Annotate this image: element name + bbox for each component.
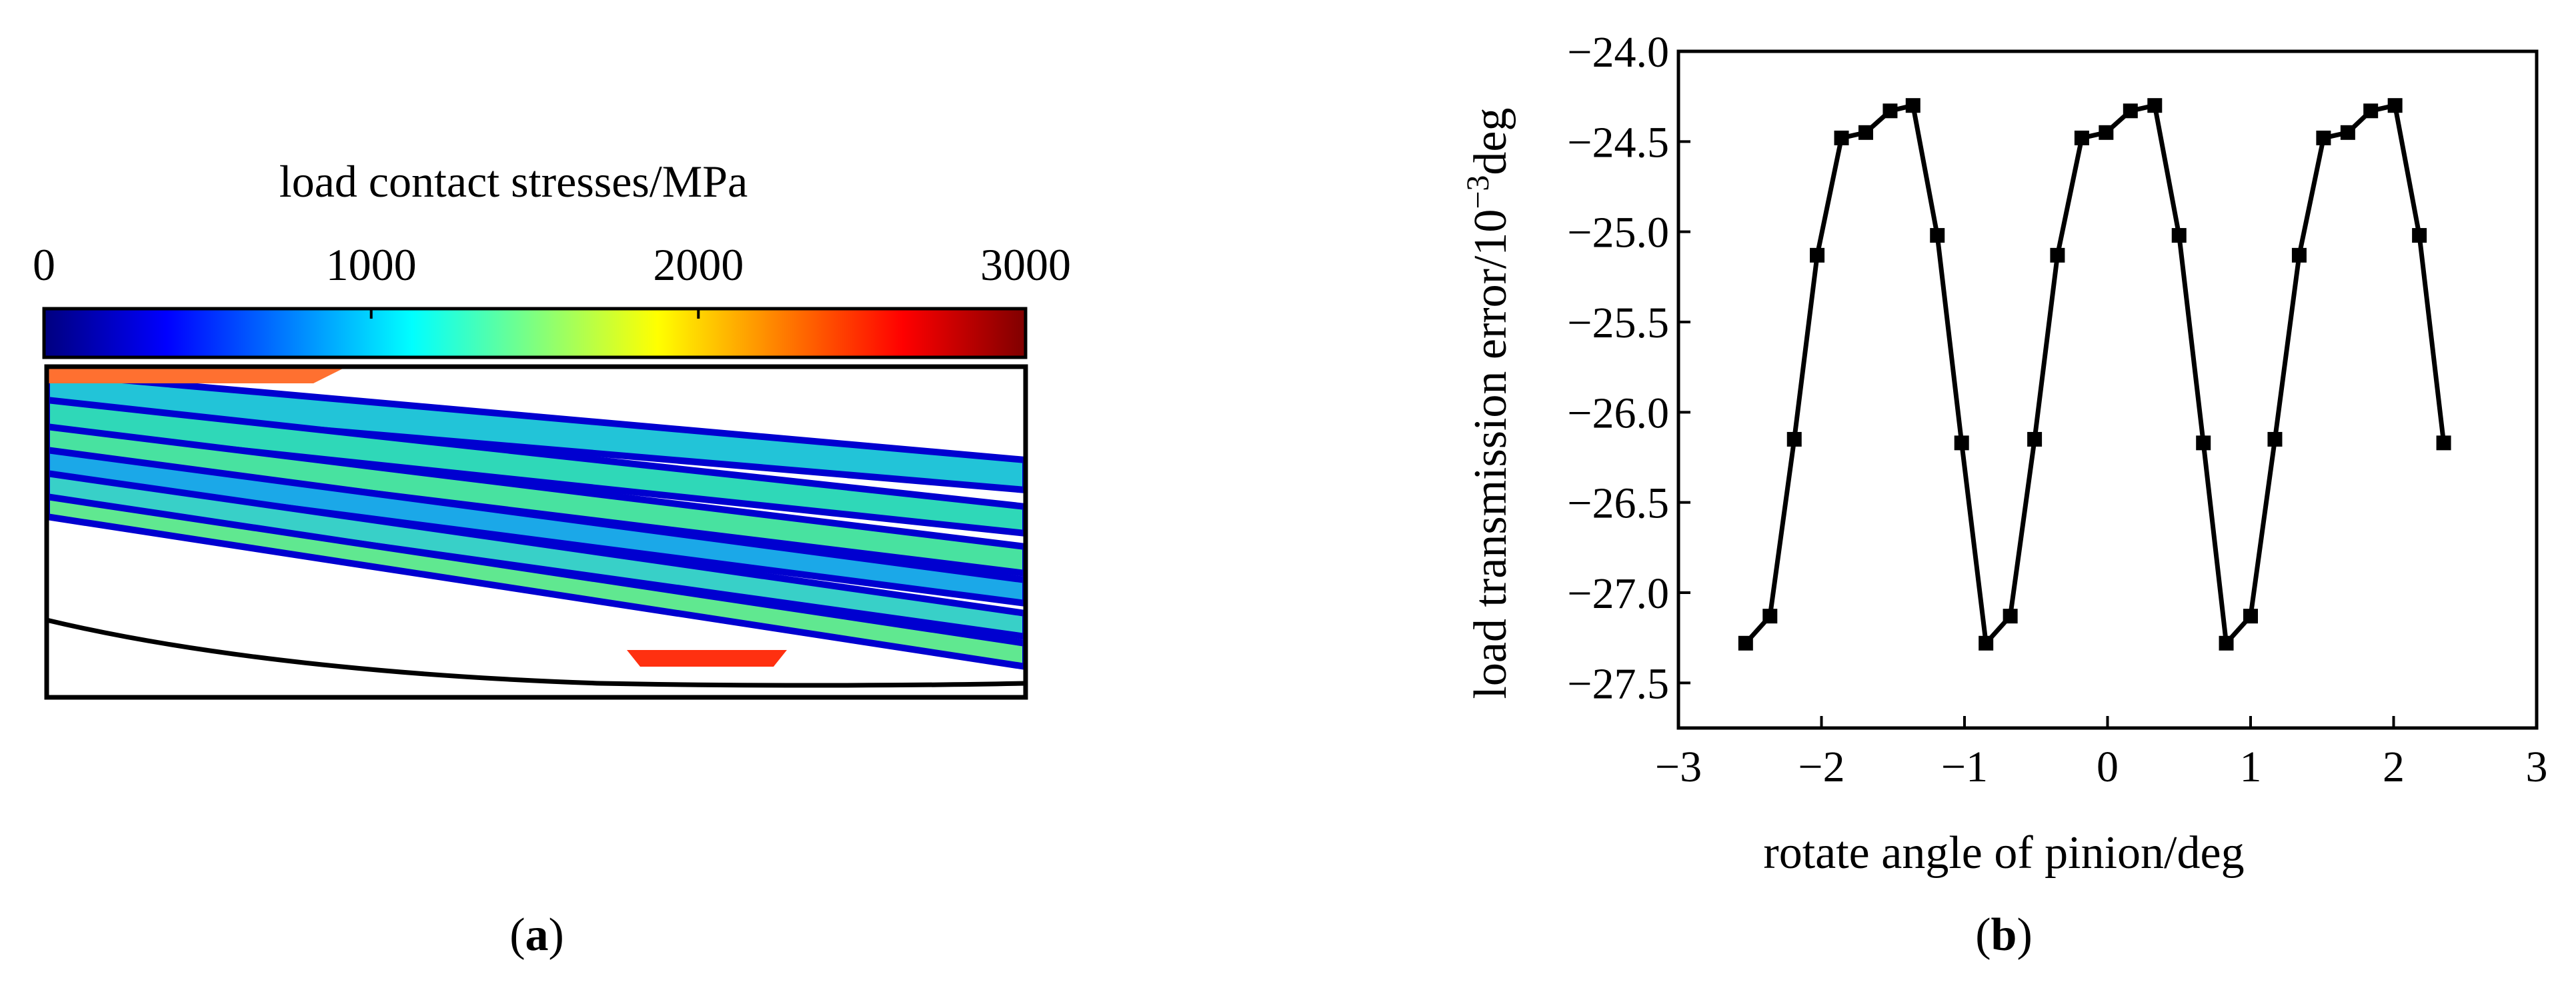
- data-point: [2267, 431, 2283, 447]
- contour-frame: [44, 364, 1028, 700]
- data-point: [2050, 247, 2065, 263]
- data-point: [2243, 609, 2258, 624]
- colorbar-tick-label: 2000: [653, 239, 744, 290]
- data-point: [2196, 435, 2211, 451]
- tooth-root-curve: [47, 617, 1026, 688]
- hot-spot: [47, 367, 347, 383]
- plot-frame: [1676, 49, 2539, 730]
- y-tick-label: −26.0: [1567, 389, 1669, 437]
- data-point: [2436, 435, 2451, 451]
- x-tick-label: 1: [2240, 743, 2262, 791]
- data-point: [2099, 125, 2114, 140]
- data-point: [1858, 125, 1873, 140]
- series-markers: [1738, 98, 2451, 651]
- contact-band: [47, 469, 1026, 641]
- colorbar-tick-labels: 0 1000 2000 3000: [33, 239, 1071, 290]
- data-point: [1834, 130, 1849, 145]
- y-tick-label: −27.5: [1567, 659, 1669, 708]
- y-tick-label: −27.0: [1567, 569, 1669, 618]
- colorbar-tick-label: 0: [33, 239, 55, 290]
- y-tick-label: −24.5: [1567, 118, 1669, 167]
- contact-band: [47, 396, 1026, 537]
- data-point: [1762, 609, 1778, 624]
- data-point: [1786, 431, 1802, 447]
- data-point: [1810, 247, 1825, 263]
- y-tick-label: −26.5: [1567, 479, 1669, 528]
- stress-contour-image: [47, 367, 1026, 697]
- data-point: [2219, 635, 2234, 651]
- colorbar-tick-label: 1000: [326, 239, 417, 290]
- panel-b-label: (b): [1975, 909, 2033, 961]
- colorbar: [42, 307, 1028, 359]
- y-tick-label: −25.0: [1567, 209, 1669, 257]
- data-point: [2363, 103, 2379, 119]
- data-point: [1738, 635, 1753, 651]
- data-point: [1954, 435, 1969, 451]
- series-line: [1744, 103, 2447, 646]
- panel-a: load contact stresses/MPa 0 1000 2000 3000 …: [33, 156, 1071, 961]
- data-point: [2003, 609, 2018, 624]
- data-point: [2412, 228, 2427, 243]
- colorbar-title: load contact stresses/MPa: [279, 156, 748, 207]
- contact-band: [47, 446, 1026, 607]
- x-tick-label: 2: [2383, 743, 2405, 791]
- data-point: [2387, 98, 2403, 113]
- data-point: [2027, 431, 2043, 447]
- y-tick-label: −25.5: [1567, 299, 1669, 347]
- y-axis: −24.0 −24.5 −25.0 −25.5 −26.0 −26.5 −27.0 −27.5: [1567, 28, 1690, 708]
- data-point: [1882, 103, 1898, 119]
- x-tick-label: −3: [1655, 743, 1702, 791]
- data-point: [2074, 130, 2089, 145]
- x-tick-label: −1: [1941, 743, 1988, 791]
- data-point: [2316, 130, 2331, 145]
- data-point: [2171, 228, 2187, 243]
- y-axis-label: load transmission error/10−3deg: [1460, 107, 1516, 699]
- contact-band: [47, 423, 1026, 577]
- colorbar-tick-label: 3000: [980, 239, 1071, 290]
- data-point: [2340, 125, 2355, 140]
- colorbar-tick-marks: [369, 309, 700, 319]
- hot-spot: [627, 650, 787, 667]
- data-point: [1905, 98, 1920, 113]
- panel-b: −24.0 −24.5 −25.0 −25.5 −26.0 −26.5 −27.0 −27.5…: [1460, 28, 2548, 961]
- data-point: [2123, 103, 2138, 119]
- data-point: [1930, 228, 1945, 243]
- contact-band: [47, 493, 1026, 671]
- panel-a-label: (a): [509, 909, 564, 961]
- y-tick-label: −24.0: [1567, 28, 1669, 77]
- x-axis-label: rotate angle of pinion/deg: [1763, 827, 2244, 879]
- data-point: [2291, 247, 2307, 263]
- data-point: [1979, 635, 1994, 651]
- x-axis: −3 −2 −1 0 1 2 3: [1655, 716, 2548, 791]
- x-tick-label: 0: [2097, 743, 2119, 791]
- data-point: [2147, 98, 2163, 113]
- x-tick-label: −2: [1798, 743, 1844, 791]
- x-tick-label: 3: [2526, 743, 2548, 791]
- contact-band: [47, 369, 1026, 494]
